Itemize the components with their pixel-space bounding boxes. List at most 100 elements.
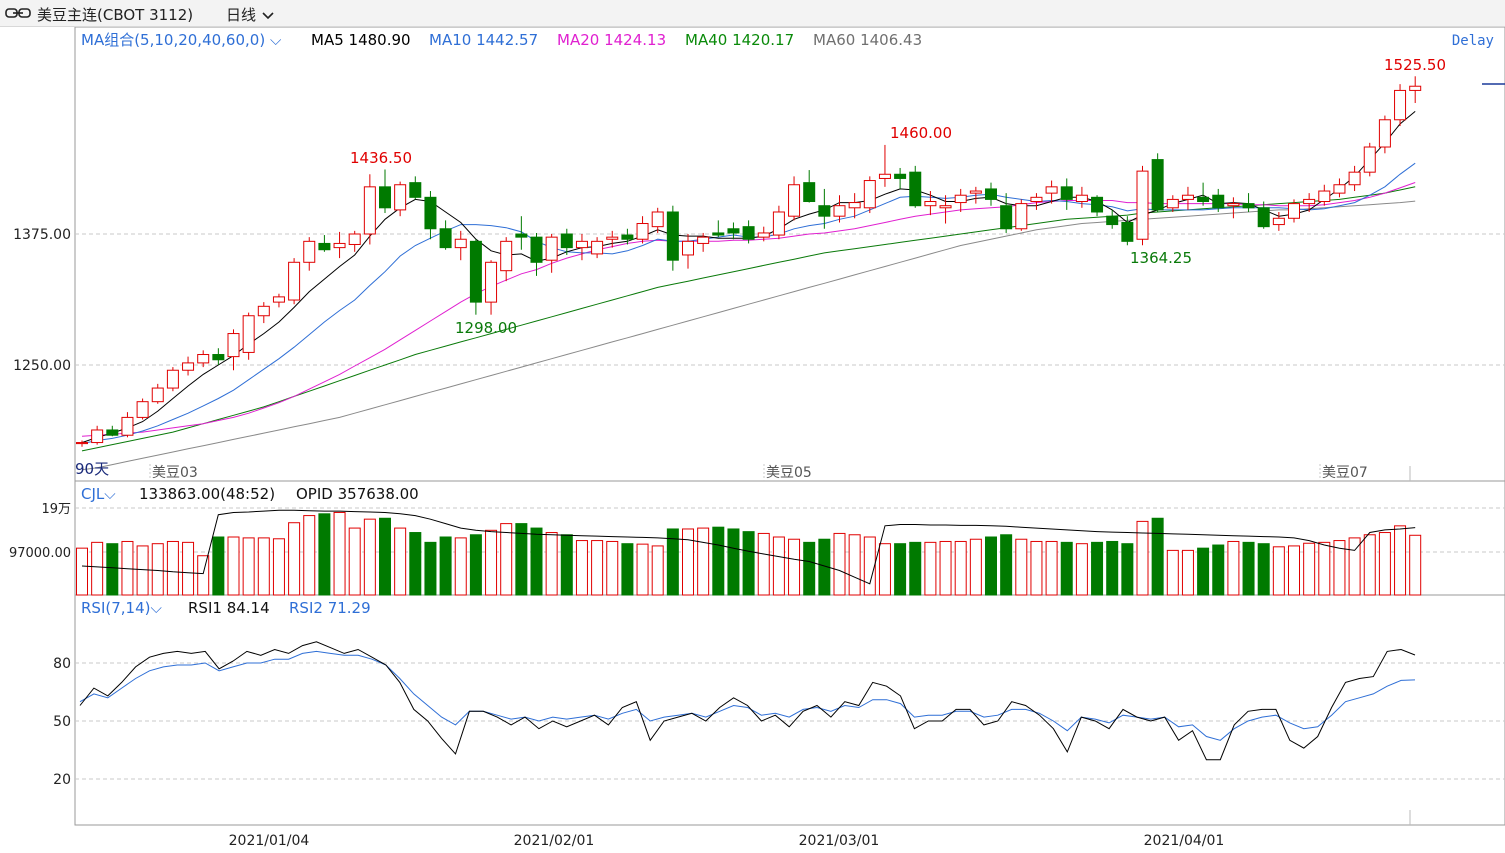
- volume-bar: [1272, 546, 1285, 596]
- volume-bar: [939, 540, 952, 596]
- volume-bar: [606, 540, 619, 596]
- volume-bar: [1151, 517, 1164, 596]
- candle-body: [742, 226, 755, 240]
- candle-body: [1348, 171, 1361, 186]
- chevron-down-icon: [262, 11, 274, 19]
- candle-body: [288, 261, 301, 301]
- volume-bar: [757, 532, 770, 596]
- opid-line: [81, 509, 1416, 585]
- candle-body: [227, 333, 240, 358]
- contract-label-07: 美豆07: [1322, 465, 1368, 481]
- volume-bar: [1030, 540, 1043, 596]
- ma-group-label: MA组合(5,10,20,40,60,0): [81, 31, 265, 49]
- rsi-indicator-selector[interactable]: RSI(7,14)⌵: [81, 599, 162, 617]
- rsi1-line: [79, 641, 1416, 761]
- volume-bar: [454, 537, 467, 596]
- candle-body: [1212, 194, 1225, 209]
- volume-bar: [803, 541, 816, 596]
- volume-bar: [333, 511, 346, 596]
- candle-body: [1318, 190, 1331, 203]
- candle-body: [833, 205, 846, 217]
- candle-body: [803, 182, 816, 203]
- candle-body: [1242, 203, 1255, 209]
- volume-indicator-selector[interactable]: CJL⌵: [81, 485, 116, 503]
- chain-link-icon[interactable]: [5, 7, 31, 19]
- volume-bar: [1106, 540, 1119, 596]
- volume-bar: [924, 541, 937, 596]
- ma40-legend: MA40 1420.17: [685, 31, 794, 49]
- candle-body: [454, 238, 467, 249]
- candle-body: [924, 201, 937, 207]
- candle-body: [394, 184, 407, 211]
- candle-body: [788, 184, 801, 217]
- volume-bar: [394, 527, 407, 596]
- volume-bar: [833, 532, 846, 596]
- volume-bar: [1136, 520, 1149, 596]
- volume-bar: [1348, 537, 1361, 596]
- volume-bar: [1318, 541, 1331, 596]
- volume-bar: [636, 543, 649, 596]
- volume-bar: [742, 531, 755, 596]
- rsi2-legend: RSI2 71.29: [289, 599, 371, 617]
- volume-bar: [1197, 547, 1210, 596]
- chevron-down-icon: ⌵: [270, 31, 282, 49]
- candle-body: [575, 240, 588, 249]
- candle-body: [1106, 215, 1119, 226]
- candle-body: [257, 305, 270, 317]
- volume-bar: [272, 538, 285, 596]
- volume-bar: [151, 543, 164, 596]
- candle-body: [772, 211, 785, 236]
- days-label: 90天: [75, 460, 109, 478]
- candle-body: [1015, 203, 1028, 230]
- volume-bar: [1288, 545, 1300, 596]
- volume-bars: [76, 509, 1422, 596]
- candle-body: [1060, 186, 1073, 200]
- volume-bar: [212, 536, 225, 596]
- candle-body: [636, 223, 649, 240]
- rsi-tick-50: 50: [53, 714, 71, 730]
- volume-bar: [318, 513, 331, 596]
- volume-bar: [1091, 541, 1104, 596]
- contract-label-03: 美豆03: [152, 465, 198, 481]
- volume-bar: [303, 515, 316, 596]
- chevron-down-icon: ⌵: [150, 599, 162, 617]
- period-label: 日线: [226, 6, 257, 24]
- candle-body: [697, 236, 710, 244]
- volume-bar: [621, 543, 634, 596]
- volume-bar: [697, 527, 710, 596]
- candle-body: [1166, 198, 1179, 209]
- volume-bar: [1257, 543, 1270, 596]
- candle-body: [318, 242, 331, 251]
- volume-bar: [409, 532, 422, 596]
- candle-body: [1091, 196, 1104, 213]
- symbol-label[interactable]: 美豆主连(CBOT 3112): [37, 6, 194, 24]
- ma10-legend: MA10 1442.57: [429, 31, 538, 49]
- volume-bar: [727, 528, 740, 596]
- volume-bar: [1015, 538, 1028, 596]
- candle-body: [439, 228, 452, 249]
- volume-bar: [530, 527, 543, 596]
- volume-bar: [242, 537, 255, 596]
- volume-bar: [197, 555, 210, 596]
- volume-bar: [1363, 534, 1376, 596]
- opid-legend: OPID 357638.00: [296, 485, 419, 503]
- price-tick-1250: 1250.00: [13, 358, 71, 374]
- candle-body: [894, 173, 907, 179]
- date-label-0201: 2021/02/01: [514, 833, 595, 849]
- volume-bar: [1394, 525, 1407, 596]
- candle-body: [939, 205, 952, 209]
- candle-body: [682, 240, 694, 256]
- candle-body: [1303, 198, 1316, 205]
- ma-group-selector[interactable]: MA组合(5,10,20,40,60,0) ⌵: [81, 31, 282, 49]
- volume-bar: [545, 532, 558, 596]
- volume-bar: [106, 543, 119, 596]
- volume-bar: [515, 523, 528, 596]
- candle-body: [515, 233, 528, 238]
- volume-bar: [894, 543, 907, 596]
- volume-bar: [848, 534, 861, 596]
- volume-bar: [591, 540, 604, 596]
- candle-body: [1378, 119, 1391, 148]
- period-selector[interactable]: 日线: [226, 4, 275, 25]
- volume-bar: [954, 540, 967, 596]
- volume-bar: [485, 529, 498, 596]
